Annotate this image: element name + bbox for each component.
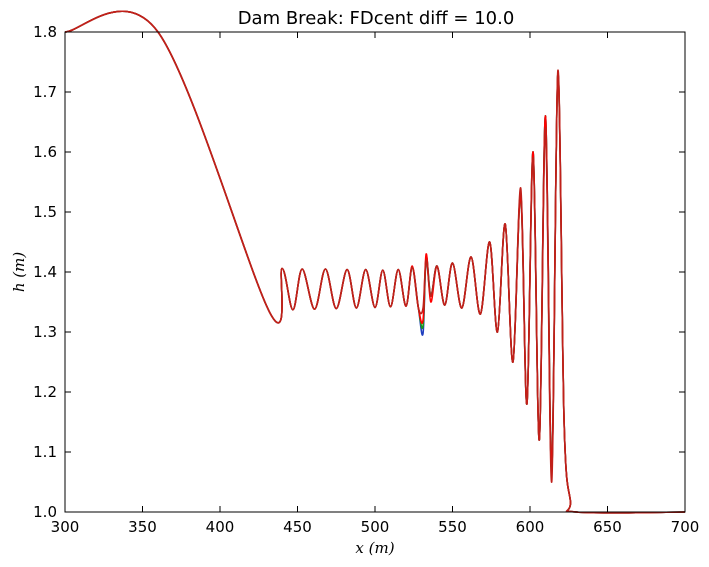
x-tick-label: 600: [516, 518, 545, 536]
x-tick-label: 700: [671, 518, 700, 536]
y-tick-label: 1.5: [33, 203, 57, 221]
x-tick-label: 400: [206, 518, 235, 536]
x-tick-label: 300: [51, 518, 80, 536]
x-tick-label: 650: [593, 518, 622, 536]
y-tick-label: 1.6: [33, 143, 57, 161]
series-layer: [64, 10, 686, 514]
series-line-1: [64, 10, 686, 514]
y-tick-label: 1.3: [33, 323, 57, 341]
chart-title: Dam Break: FDcent diff = 10.0: [238, 8, 515, 29]
x-tick-label: 350: [128, 518, 157, 536]
series-line-2: [64, 10, 686, 514]
ticks-layer: 300 350 400 450 500 550 600 650 700 1.0 1.1 1.2 1.3 1…: [33, 23, 699, 536]
x-tick-label: 450: [283, 518, 312, 536]
y-tick-label: 1.7: [33, 83, 57, 101]
y-tick-label: 1.2: [33, 383, 57, 401]
y-tick-label: 1.8: [33, 23, 57, 41]
x-tick-label: 550: [438, 518, 467, 536]
y-tick-label: 1.0: [33, 503, 57, 521]
series-line-3: [64, 10, 686, 514]
series-line-4: [64, 10, 686, 514]
x-tick-label: 500: [361, 518, 390, 536]
y-tick-label: 1.1: [33, 443, 57, 461]
x-axis-label: x (m): [355, 539, 394, 557]
y-axis-label: h (m): [10, 252, 28, 293]
y-tick-label: 1.4: [33, 263, 57, 281]
plot-frame: [64, 31, 686, 513]
